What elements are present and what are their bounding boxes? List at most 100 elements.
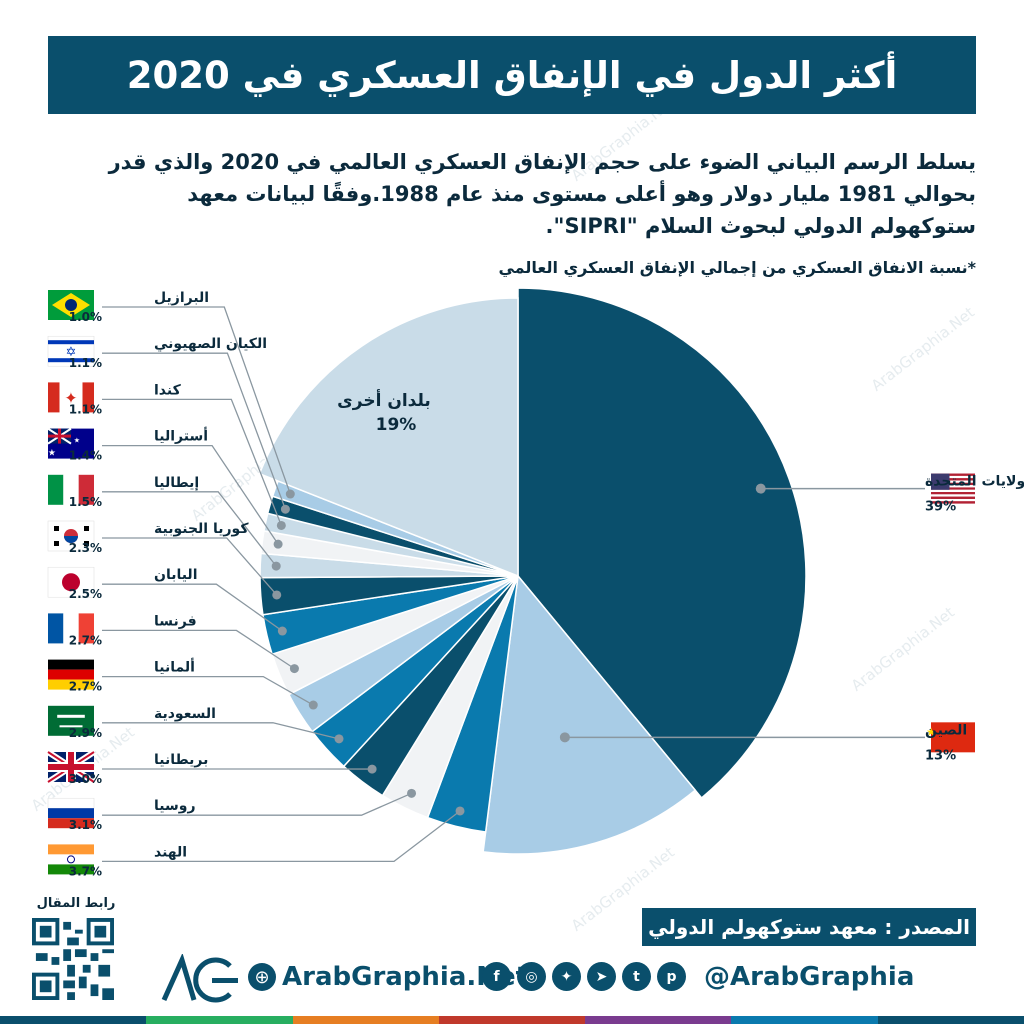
slice-value: 1.0%: [69, 310, 102, 324]
svg-text:★: ★: [926, 725, 936, 738]
slice-label: فرنسا: [154, 613, 197, 629]
svg-text:★: ★: [48, 449, 56, 459]
france-flag: [48, 613, 94, 644]
pie-marker: [272, 590, 282, 600]
slice-value: 2.3%: [69, 541, 102, 555]
slice-value: 2.9%: [69, 726, 102, 740]
pie-marker: [407, 788, 417, 798]
leader-line: [102, 444, 279, 545]
slice-value: 1.4%: [69, 449, 102, 463]
australia-flag: ★★: [47, 427, 94, 459]
pie-slice: [482, 574, 697, 855]
social-handle[interactable]: @ArabGraphia: [704, 962, 915, 992]
pie-marker: [334, 734, 344, 744]
intro-paragraph: يسلط الرسم البياني الضوء على حجم الإنفاق…: [108, 150, 976, 238]
usa-flag: [931, 473, 975, 504]
japan-flag: [47, 566, 95, 598]
qr-label: رابط المقال: [36, 896, 116, 911]
india-flag: [48, 844, 94, 875]
title-banner: أكثر الدول في الإنفاق العسكري في 2020: [48, 36, 976, 114]
svg-text:✦: ✦: [64, 388, 77, 407]
telegram-icon[interactable]: ➤: [587, 962, 616, 991]
leader-line: [102, 792, 412, 816]
pie-marker: [367, 764, 377, 774]
leader-line: [102, 398, 282, 526]
pie-marker: [277, 626, 287, 636]
leader-line: [102, 583, 283, 632]
slice-value: 1.1%: [69, 402, 102, 416]
slice-value: 19%: [376, 415, 417, 435]
slice-label: روسيا: [154, 798, 196, 814]
saudi-flag: [48, 705, 94, 736]
slice-value: 2.7%: [69, 633, 102, 647]
color-stripe: [0, 1016, 1024, 1024]
leader-line: [102, 675, 314, 706]
slice-label: الصين: [925, 722, 967, 738]
svg-text:★: ★: [74, 437, 80, 445]
instagram-icon[interactable]: ◎: [517, 962, 546, 991]
source-badge: المصدر : معهد ستوكهولم الدولي: [642, 908, 976, 946]
israel-flag: ✡: [47, 335, 95, 367]
leader-line: [102, 629, 295, 670]
leader-line: [102, 491, 277, 567]
pie-marker: [285, 489, 295, 499]
globe-icon: ⊕: [248, 963, 276, 991]
slice-label: الهند: [154, 844, 187, 860]
slice-label: أستراليا: [154, 427, 208, 445]
arabgraphia-logo: [161, 954, 238, 1003]
slice-value: 2.7%: [69, 680, 102, 694]
slice-label: اليابان: [154, 567, 198, 583]
china-flag: ★: [926, 722, 975, 753]
canada-flag: ✦: [48, 382, 94, 413]
svg-text:✡: ✡: [66, 345, 77, 360]
slice-value: 3.1%: [69, 818, 102, 832]
twitter-icon[interactable]: ✦: [552, 962, 581, 991]
slice-label: إيطاليا: [154, 475, 199, 491]
pie-slice: [258, 297, 519, 578]
footer: ⊕ ArabGraphia.Net f ◎ ✦ ➤ t p @ArabGraph…: [160, 950, 914, 1010]
leader-line: [102, 722, 340, 740]
pie-marker: [273, 539, 283, 549]
slice-value: 1.5%: [69, 495, 102, 509]
slice-value: 13%: [925, 748, 956, 763]
slice-value: 3.7%: [69, 864, 102, 878]
slice-label: بريطانيا: [154, 752, 208, 768]
slice-value: 2.5%: [69, 587, 102, 601]
slice-label: كوريا الجنوبية: [154, 521, 249, 537]
page-title: أكثر الدول في الإنفاق العسكري في 2020: [126, 53, 898, 97]
slice-label: الولايات المتحدة: [925, 474, 1024, 490]
slice-label: ألمانيا: [154, 658, 195, 676]
pie-marker: [271, 561, 281, 571]
social-icons: f ◎ ✦ ➤ t p: [482, 962, 686, 991]
brazil-flag: [48, 290, 94, 320]
tumblr-icon[interactable]: t: [622, 962, 651, 991]
chart-note: *نسبة الانفاق العسكري من إجمالي الإنفاق …: [498, 258, 976, 277]
uk-flag: [46, 749, 96, 785]
slice-label: كندا: [154, 382, 182, 398]
pie-slice: [517, 287, 807, 799]
slice-label: الكيان الصهيوني: [154, 336, 267, 352]
pinterest-icon[interactable]: p: [657, 962, 686, 991]
russia-flag: [47, 797, 95, 829]
facebook-icon[interactable]: f: [482, 962, 511, 991]
pie-marker: [455, 806, 465, 816]
pie-marker: [755, 483, 766, 494]
slice-value: 1.1%: [69, 356, 102, 370]
leader-line: [102, 352, 287, 510]
pie-marker: [276, 520, 286, 530]
slice-value: 3.0%: [69, 772, 102, 786]
pie-marker: [308, 700, 318, 710]
leader-line: [102, 537, 278, 596]
pie-marker: [559, 732, 570, 743]
qr-code[interactable]: [32, 918, 114, 1000]
south-korea-flag: [47, 520, 95, 552]
germany-flag: [48, 659, 94, 690]
slice-label: بلدان أخرى: [337, 389, 431, 411]
slice-value: 39%: [925, 500, 956, 515]
pie-marker: [289, 664, 299, 674]
italy-flag: [48, 474, 94, 505]
leader-line: [102, 306, 291, 495]
pie-marker: [280, 504, 290, 514]
slice-label: السعودية: [154, 706, 216, 722]
